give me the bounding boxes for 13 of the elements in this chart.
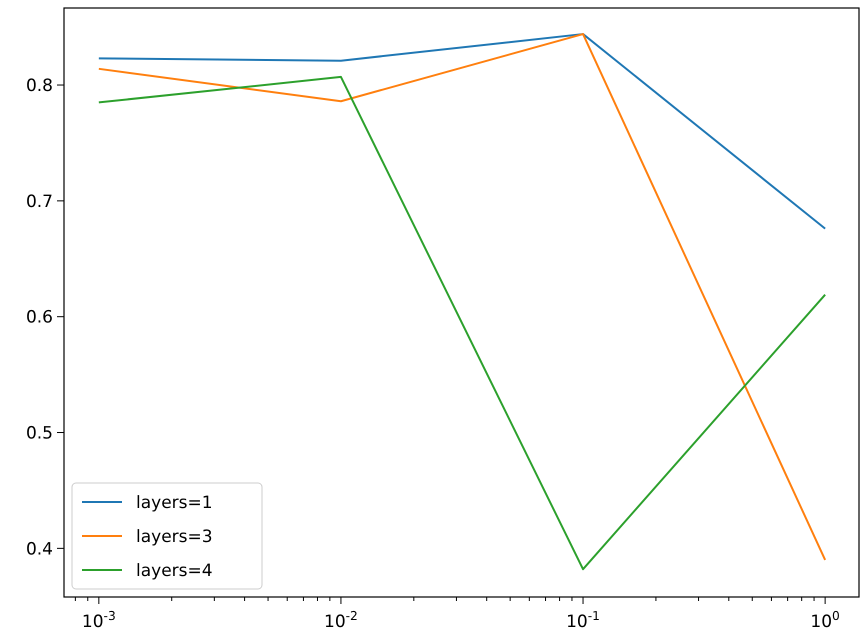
y-tick-label: 0.4 — [26, 539, 53, 560]
x-tick-label: 10$^{-2}$ — [324, 609, 358, 632]
legend-label: layers=4 — [136, 561, 213, 581]
y-tick-label: 0.7 — [26, 192, 53, 212]
y-tick-label: 0.8 — [26, 76, 53, 96]
legend-label: layers=1 — [136, 493, 213, 513]
x-tick-label: 10$^{-3}$ — [82, 609, 116, 632]
x-tick-label: 10$^{0}$ — [810, 609, 840, 632]
legend-label: layers=3 — [136, 527, 213, 547]
y-tick-label: 0.5 — [26, 424, 53, 444]
y-tick-label: 0.6 — [26, 308, 53, 328]
line-series — [98, 33, 826, 230]
x-tick-label: 10$^{-1}$ — [566, 609, 600, 632]
